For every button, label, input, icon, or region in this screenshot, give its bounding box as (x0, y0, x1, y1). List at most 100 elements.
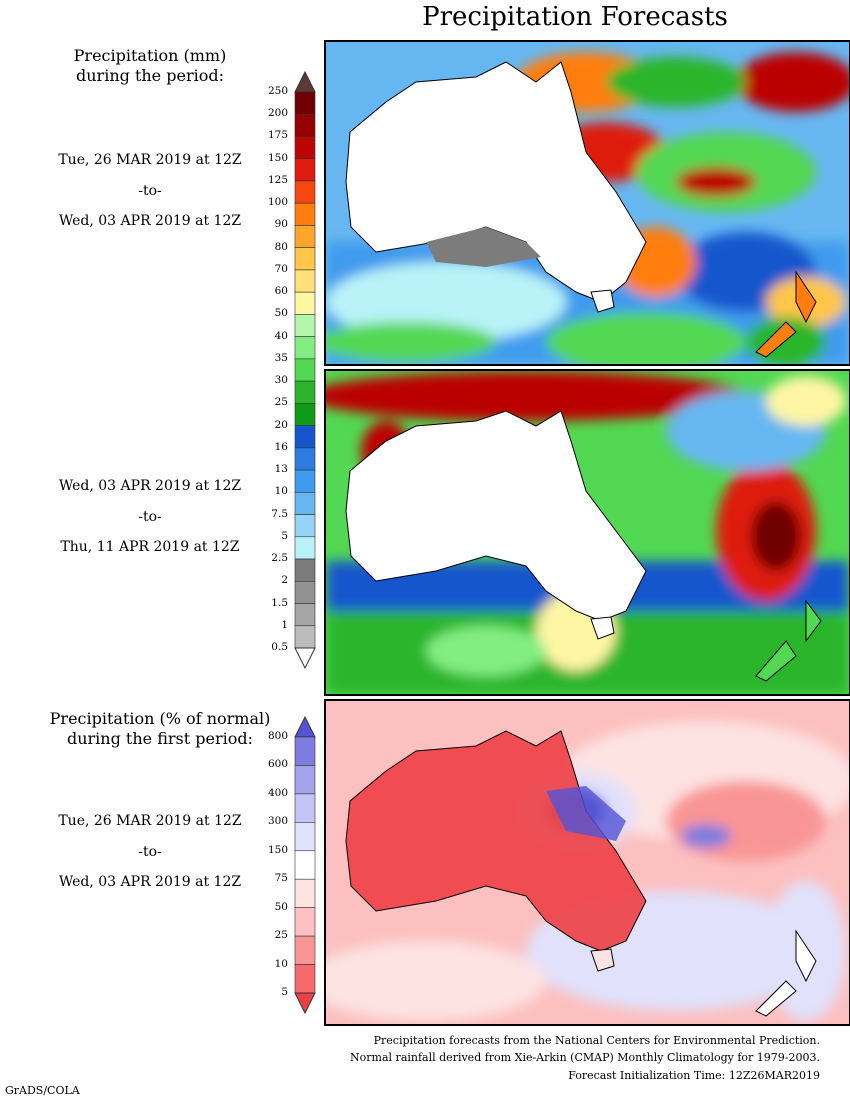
pct-scale-swatch (294, 850, 316, 880)
mm-scale-tick-label: 2.5 (271, 552, 288, 565)
mm-scale-swatch (294, 202, 316, 226)
mm-scale-ticks: 0.5 1 1.5 2 2.5 5 7.5 10 13 16 20 25 30 35 40 50 60 70 80 9… (248, 70, 290, 670)
pct-scale-swatch (294, 878, 316, 908)
footer-line-1: Precipitation forecasts from the Nationa… (373, 1034, 820, 1047)
period-2-start: Wed, 03 APR 2019 at 12Z (58, 478, 242, 494)
percent-normal-map (326, 701, 849, 1024)
mm-legend-title: Precipitation (mm) during the period: (30, 46, 270, 86)
mm-scale-tick-label: 1 (281, 618, 288, 631)
mm-scale-swatch (294, 358, 316, 382)
period-2-end: Thu, 11 APR 2019 at 12Z (60, 539, 240, 555)
mm-scale-tick-label: 5 (281, 529, 288, 542)
pct-legend-title-line2: during the first period: (66, 729, 254, 748)
mm-scale-swatch (294, 514, 316, 538)
mm-scale-tick-label: 70 (274, 262, 288, 275)
mm-scale-tick-label: 90 (274, 218, 288, 231)
period-2-sep: -to- (138, 509, 162, 525)
mm-scale-swatch (294, 403, 316, 426)
mm-scale-tick-label: 10 (274, 485, 288, 498)
map-panel-period-2 (324, 369, 850, 696)
mm-scale-tick-label: 7.5 (271, 507, 288, 520)
mm-scale-tick-label: 30 (274, 374, 288, 387)
period-3-sep: -to- (138, 844, 162, 860)
footer-line-2: Normal rainfall derived from Xie-Arkin (… (350, 1051, 820, 1064)
grads-credit: GrADS/COLA (5, 1084, 80, 1097)
mm-scale-tick-label: 0.5 (271, 641, 288, 653)
mm-scale-tick-label: 16 (274, 440, 288, 453)
mm-scale-swatch (294, 180, 316, 204)
mm-scale-tick-label: 100 (267, 196, 288, 209)
period-1-sep: -to- (138, 183, 162, 199)
mm-scale-swatch (294, 136, 316, 160)
mm-color-scale (294, 70, 316, 670)
pct-scale-arrow-top (294, 715, 316, 738)
footer-line-3: Forecast Initialization Time: 12Z26MAR20… (568, 1069, 820, 1082)
pct-scale-swatch (294, 736, 316, 766)
pct-legend-title: Precipitation (% of normal) during the f… (30, 709, 290, 749)
mm-scale-tick-label: 125 (267, 173, 288, 186)
pct-scale-tick-label: 25 (274, 929, 288, 942)
mm-legend-title-line1: Precipitation (mm) (73, 46, 227, 65)
mm-scale-swatch (294, 113, 316, 137)
mm-scale-swatch (294, 447, 316, 471)
mm-scale-tick-label: 2 (281, 574, 288, 587)
mm-scale-swatch (294, 291, 316, 315)
pct-scale-tick-label: 50 (274, 900, 288, 913)
pct-scale-swatch (294, 765, 316, 795)
mm-scale-arrow-top (294, 70, 316, 93)
period-3-end: Wed, 03 APR 2019 at 12Z (58, 874, 242, 890)
pct-scale-tick-label: 5 (281, 986, 288, 998)
mm-scale-tick-label: 35 (274, 351, 288, 364)
pct-scale-ticks: 5 10 25 50 75 150 300 400 600 800 (248, 715, 290, 1015)
pct-scale-tick-label: 300 (267, 815, 288, 828)
mm-scale-tick-label: 50 (274, 307, 288, 320)
mm-scale-tick-label: 175 (267, 129, 288, 142)
pct-scale-swatch (294, 964, 316, 994)
mm-scale-swatch (294, 580, 316, 604)
mm-scale-swatch (294, 158, 316, 182)
pct-scale-tick-label: 150 (267, 843, 288, 856)
mm-scale-swatch (294, 558, 316, 582)
mm-scale-tick-label: 200 (267, 107, 288, 120)
mm-scale-swatch (294, 492, 316, 515)
mm-scale-tick-label: 150 (267, 151, 288, 164)
pct-color-scale (294, 715, 316, 1015)
mm-scale-swatch (294, 247, 316, 271)
mm-scale-swatch (294, 603, 316, 627)
mm-legend-title-line2: during the period: (76, 66, 224, 85)
pct-scale-swatch (294, 822, 316, 852)
mm-scale-swatch (294, 225, 316, 248)
pct-scale-tick-label: 600 (267, 758, 288, 771)
precip-map-2 (326, 371, 849, 694)
mm-scale-tick-label: 60 (274, 285, 288, 298)
map-panel-period-1 (324, 40, 850, 366)
pct-scale-swatch (294, 793, 316, 823)
mm-scale-swatch (294, 269, 316, 293)
mm-scale-swatch (294, 625, 316, 649)
pct-scale-swatch (294, 907, 316, 937)
pct-legend-title-line1: Precipitation (% of normal) (49, 709, 271, 728)
mm-scale-swatch (294, 336, 316, 360)
mm-scale-tick-label: 40 (274, 329, 288, 342)
precip-map-1 (326, 42, 849, 364)
mm-scale-tick-label: 13 (274, 463, 288, 476)
mm-scale-tick-label: 1.5 (271, 596, 288, 609)
mm-scale-swatch (294, 91, 316, 115)
mm-scale-tick-label: 25 (274, 396, 288, 409)
mm-scale-swatch (294, 425, 316, 449)
mm-scale-tick-label: 250 (267, 85, 288, 97)
mm-scale-swatch (294, 536, 316, 560)
pct-scale-arrow-bottom (294, 992, 316, 1015)
period-1-start: Tue, 26 MAR 2019 at 12Z (58, 152, 242, 168)
mm-scale-swatch (294, 314, 316, 337)
mm-scale-tick-label: 80 (274, 240, 288, 253)
mm-scale-swatch (294, 469, 316, 493)
pct-scale-tick-label: 75 (274, 872, 288, 885)
mm-scale-arrow-bottom (294, 647, 316, 670)
pct-scale-tick-label: 800 (267, 730, 288, 742)
period-3-start: Tue, 26 MAR 2019 at 12Z (58, 813, 242, 829)
mm-scale-tick-label: 20 (274, 418, 288, 431)
map-panel-percent-normal (324, 699, 850, 1026)
pct-scale-tick-label: 10 (274, 957, 288, 970)
page-title: Precipitation Forecasts (422, 2, 728, 32)
